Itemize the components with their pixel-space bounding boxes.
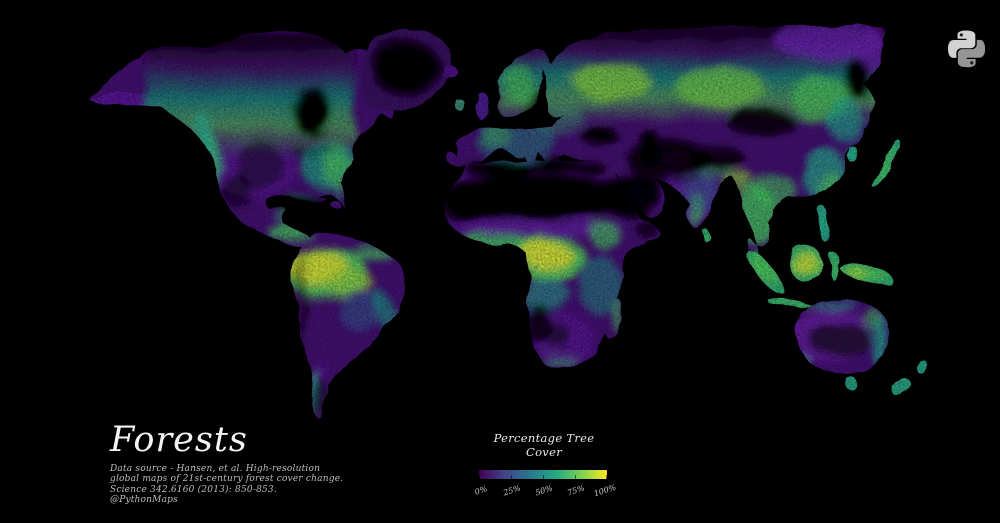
legend: Percentage Tree Cover 0% 25% 50% 75% 100… bbox=[474, 431, 618, 502]
legend-title: Percentage Tree Cover bbox=[493, 431, 595, 459]
colorbar-tickmarks bbox=[479, 475, 607, 483]
viridis-colorbar bbox=[479, 470, 607, 479]
data-source-attribution: Data source - Hansen, et al. High-resolu… bbox=[110, 464, 343, 506]
tick-label: 50% bbox=[534, 483, 554, 498]
attribution-line: global maps of 21st-century forest cover… bbox=[110, 474, 344, 485]
attribution-line: Data source - Hansen, et al. High-resolu… bbox=[110, 463, 321, 474]
title-block: Forests Data source - Hansen, et al. Hig… bbox=[110, 422, 343, 506]
attribution-line: Science 342.6160 (2013): 850-853. bbox=[110, 484, 277, 495]
page-title: Forests bbox=[110, 420, 248, 460]
tick-label: 25% bbox=[502, 483, 522, 498]
tick-label: 75% bbox=[566, 483, 586, 498]
python-logo-icon bbox=[948, 30, 985, 68]
colorbar-tick-labels: 0% 25% 50% 75% 100% bbox=[474, 483, 618, 502]
attribution-line: @PythonMaps bbox=[110, 495, 178, 506]
